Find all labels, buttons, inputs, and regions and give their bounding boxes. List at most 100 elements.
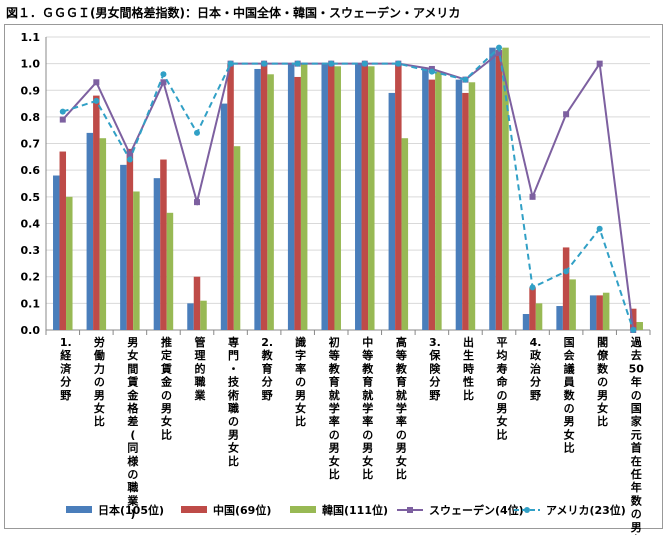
x-category-label: 国会議員数の男女比	[563, 336, 576, 455]
y-tick-label: 1.0	[21, 58, 41, 71]
y-tick-label: 0.1	[21, 297, 41, 310]
bar-3	[233, 146, 241, 330]
bar-2	[260, 63, 268, 331]
bar-2	[227, 63, 234, 331]
x-category-label: 推定賃金の男女比	[160, 335, 173, 441]
y-tick-label: 0.4	[21, 217, 41, 230]
legend-marker	[407, 507, 413, 513]
x-category-label: 管理的職業	[194, 335, 207, 402]
y-tick-label: 0.8	[21, 111, 41, 124]
legend-label: 日本(105位)	[98, 503, 164, 517]
x-category-label: 識字率の男女比	[295, 335, 306, 428]
line-point-1	[529, 193, 536, 200]
bar-3	[636, 322, 643, 330]
legend-swatch	[66, 506, 92, 513]
bar-3	[99, 138, 107, 330]
bar-1	[153, 178, 161, 330]
bar-1	[187, 303, 194, 330]
y-tick-label: 0.2	[21, 271, 41, 284]
x-category-label: 出生時性比	[463, 335, 474, 402]
line-point-2	[361, 60, 368, 67]
bar-2	[395, 63, 402, 331]
bar-1	[321, 63, 328, 331]
series-line-2	[62, 45, 635, 331]
legend-swatch	[181, 506, 207, 513]
line-point-2	[227, 60, 234, 67]
bar-1	[254, 68, 261, 331]
line-point-2	[93, 97, 100, 104]
line-point-2	[294, 60, 301, 67]
bar-2	[428, 79, 436, 330]
line-point-1	[563, 111, 570, 118]
bar-1	[355, 63, 362, 331]
bar-1	[589, 295, 597, 330]
chart-frame	[4, 24, 663, 529]
line-point-1	[59, 116, 66, 123]
bar-2	[160, 159, 167, 330]
bar-3	[368, 66, 375, 331]
y-tick-label: 0.7	[21, 138, 41, 151]
bar-3	[401, 138, 409, 330]
bar-1	[53, 175, 60, 330]
line-point-2	[59, 108, 66, 115]
x-category-label: 2.教育分野	[261, 336, 274, 402]
legend-label: 中国(69位)	[213, 503, 271, 517]
x-category-label: 労働力の男女比	[93, 335, 105, 428]
y-tick-label: 1.1	[21, 31, 41, 44]
bar-3	[468, 82, 476, 330]
bar-2	[629, 308, 637, 330]
series-line-1	[62, 51, 635, 331]
line-point-2	[563, 268, 570, 275]
y-tick-label: 0.0	[21, 324, 41, 337]
line-point-1	[93, 79, 100, 86]
bar-2	[327, 63, 335, 331]
bar-2	[126, 148, 134, 330]
bar-1	[556, 306, 563, 330]
line-point-2	[596, 225, 603, 232]
bar-1	[455, 79, 463, 330]
y-tick-label: 0.9	[21, 84, 41, 97]
line-point-2	[496, 44, 502, 51]
bar-2	[93, 95, 100, 330]
bar-1	[388, 92, 396, 330]
bar-1	[220, 103, 228, 330]
line-point-2	[462, 76, 469, 83]
bar-3	[66, 196, 73, 330]
x-category-label: 初等教育就学率の男女比	[328, 335, 341, 481]
line-point-1	[160, 79, 167, 86]
bar-3	[334, 66, 341, 331]
line-point-2	[428, 68, 435, 75]
bar-1	[422, 68, 429, 331]
y-tick-label: 0.5	[21, 191, 41, 204]
bar-3	[200, 300, 207, 330]
bar-3	[602, 292, 610, 330]
x-category-label: 3.保険分野	[428, 336, 441, 402]
bar-2	[59, 151, 67, 330]
line-point-2	[126, 156, 133, 163]
bar-2	[495, 50, 503, 331]
x-category-label: 4.政治分野	[530, 336, 542, 402]
x-category-label: 専門・技術職の男女比	[227, 335, 240, 468]
bar-3	[300, 63, 308, 331]
line-point-1	[496, 49, 502, 56]
x-category-label: 過去50年の国家元首在任年数の男女比	[629, 335, 645, 535]
bar-3	[435, 71, 442, 331]
x-category-label: 平均寿命の男女比	[496, 336, 509, 441]
x-category-label: 閣僚数の男女比	[596, 336, 609, 428]
bar-1	[120, 164, 127, 330]
bar-2	[596, 295, 603, 330]
bar-3	[133, 191, 140, 330]
line-point-2	[630, 327, 637, 333]
legend-marker	[524, 507, 530, 513]
bar-2	[294, 76, 301, 330]
y-tick-label: 0.6	[21, 164, 41, 177]
legend-swatch	[290, 506, 316, 513]
figure-title: 図１．ＧＧＧＩ(男女間格差指数)：日本・中国全体・韓国・スウェーデン・アメリカ	[6, 6, 461, 20]
bar-3	[535, 303, 543, 330]
line-point-1	[194, 199, 200, 206]
x-category-label: 男女間賃金格差(同様の職業)	[126, 336, 139, 521]
line-point-2	[529, 284, 536, 291]
bar-2	[562, 247, 570, 330]
line-point-2	[194, 129, 200, 136]
